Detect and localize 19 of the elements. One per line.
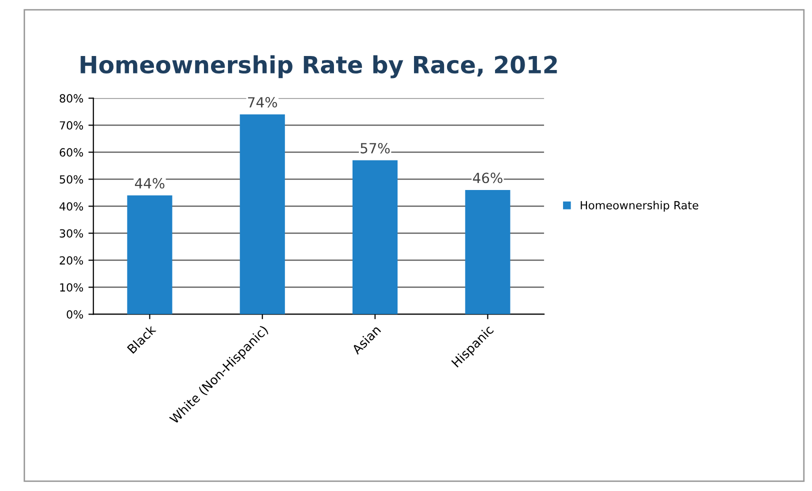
y-tick-label: 20% — [60, 256, 84, 265]
y-tick-label: 30% — [60, 229, 84, 238]
data-label: 57% — [360, 142, 390, 154]
bar — [465, 190, 510, 314]
legend-label: Homeownership Rate — [580, 200, 698, 212]
y-tick-label: 60% — [60, 148, 84, 157]
data-label: 44% — [134, 178, 164, 189]
bar — [352, 160, 398, 314]
bar — [127, 195, 172, 314]
y-tick-label: 0% — [66, 310, 84, 319]
bar — [240, 114, 285, 314]
y-tick-label: 10% — [60, 283, 84, 292]
y-tick-label: 40% — [60, 202, 84, 211]
data-label: 46% — [472, 172, 502, 184]
y-tick-label: 70% — [60, 121, 84, 130]
data-label: 74% — [248, 97, 278, 108]
y-tick-label: 50% — [60, 175, 84, 184]
chart-title: Homeownership Rate by Race, 2012 — [80, 55, 557, 78]
y-tick-label: 80% — [60, 94, 84, 103]
